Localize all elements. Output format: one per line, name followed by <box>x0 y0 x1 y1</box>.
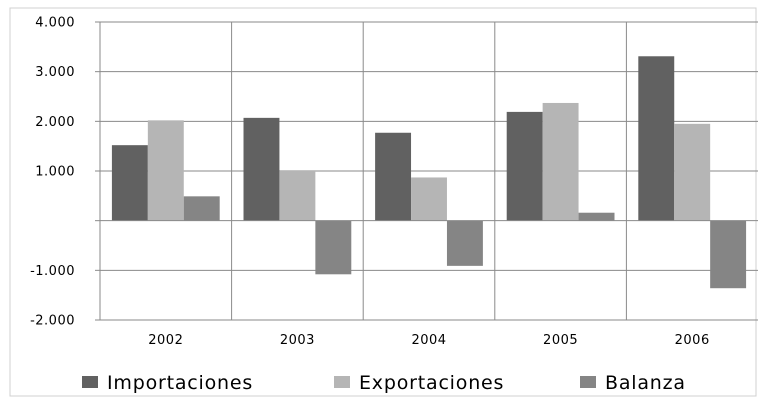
bar-balanza-2004 <box>446 220 483 266</box>
x-tick-label: 2006 <box>675 333 710 348</box>
y-tick-label: -2.000 <box>30 314 75 329</box>
y-tick-label: 2.000 <box>35 115 75 130</box>
legend-swatch <box>580 376 596 388</box>
legend-label: Exportaciones <box>359 372 504 394</box>
x-tick-label: 2005 <box>543 333 578 348</box>
y-tick-label: -1.000 <box>30 264 75 279</box>
legend-swatch <box>334 376 350 388</box>
legend-swatch <box>82 376 98 388</box>
x-tick-label: 2002 <box>148 333 183 348</box>
bar-balanza-2005 <box>578 212 615 221</box>
bar-exportaciones-2005 <box>542 102 579 221</box>
y-tick-labels: -2.000 -1.000 1.000 2.000 3.000 4.000 <box>30 16 75 329</box>
bar-exportaciones-2004 <box>411 177 447 221</box>
y-tick-label: 4.000 <box>35 16 75 31</box>
legend-label: Balanza <box>605 372 686 394</box>
bar-importaciones-2005 <box>506 111 543 221</box>
bar-balanza-2006 <box>710 220 747 289</box>
legend-item-balanza: Balanza <box>580 372 686 394</box>
bars <box>111 56 747 289</box>
bar-balanza-2003 <box>315 220 352 275</box>
chart-border <box>9 7 757 397</box>
chart-frame <box>9 7 757 397</box>
bar-balanza-2002 <box>183 196 220 221</box>
bar-exportaciones-2003 <box>279 171 316 221</box>
bar-importaciones-2004 <box>375 132 412 221</box>
bar-exportaciones-2006 <box>674 123 711 221</box>
legend: Importaciones Exportaciones Balanza <box>82 372 686 394</box>
bar-importaciones-2002 <box>111 145 148 221</box>
legend-item-exportaciones: Exportaciones <box>334 372 504 394</box>
x-tick-label: 2003 <box>280 333 315 348</box>
y-tick-label: 3.000 <box>35 65 75 80</box>
legend-label: Importaciones <box>107 372 253 394</box>
y-tick-label: 1.000 <box>35 165 75 180</box>
x-tick-labels: 2002 2003 2004 2005 2006 <box>148 333 709 348</box>
bar-importaciones-2006 <box>638 56 675 221</box>
bar-importaciones-2003 <box>243 117 280 221</box>
legend-item-importaciones: Importaciones <box>82 372 253 394</box>
x-tick-label: 2004 <box>411 333 446 348</box>
axes <box>95 21 758 321</box>
bar-exportaciones-2002 <box>147 120 184 221</box>
